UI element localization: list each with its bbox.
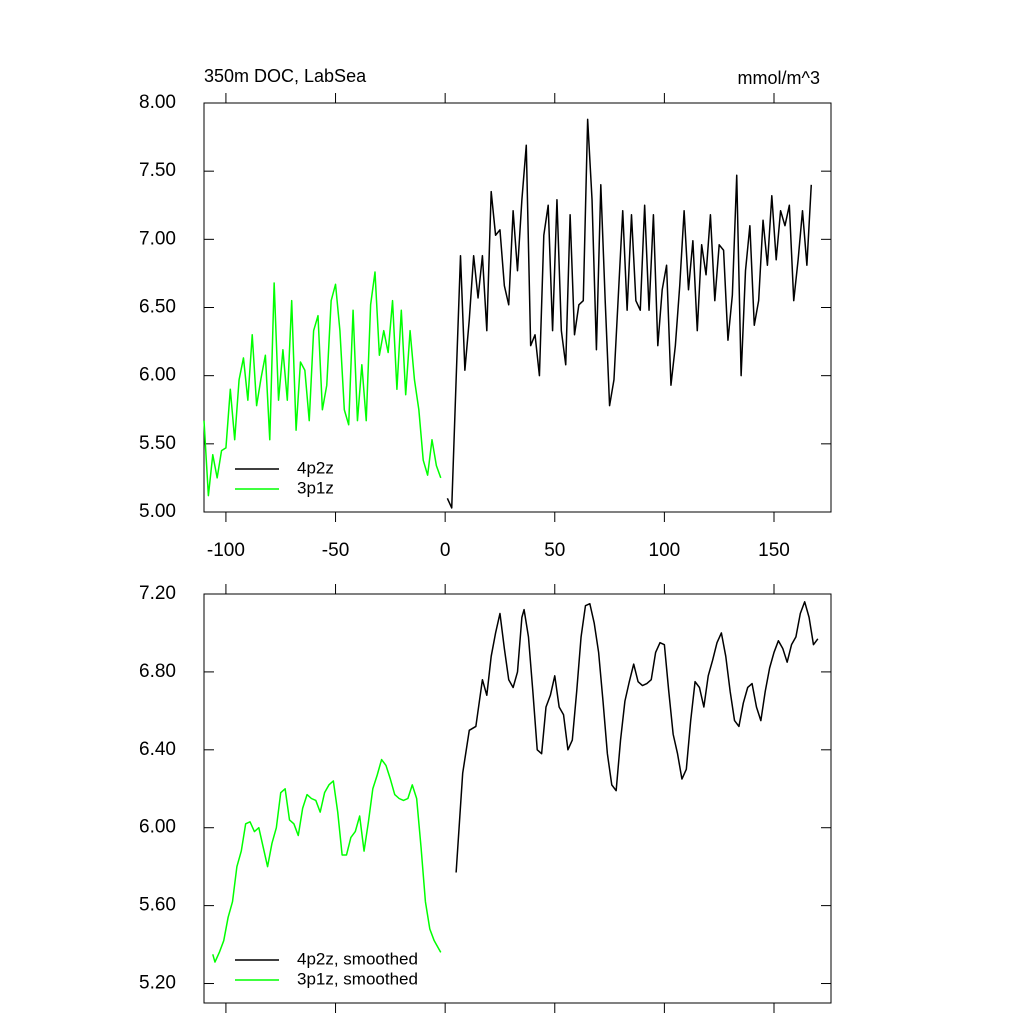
x-tick-label: -100 [207,540,245,561]
y-tick-label: 7.00 [139,228,176,249]
legend-label: 3p1z, smoothed [297,969,418,988]
x-tick-label: -50 [322,540,349,561]
y-tick-label: 5.50 [139,433,176,454]
legend-label: 4p2z, smoothed [297,949,418,968]
plot-frame [203,593,832,1004]
y-tick-label: 5.60 [139,895,176,916]
y-tick-label: 5.00 [139,501,176,522]
data-line [212,758,442,963]
y-tick-label: 7.20 [139,583,176,604]
data-line [203,271,442,497]
y-tick-label: 6.00 [139,817,176,838]
chart-title: 350m DOC, LabSea [204,66,367,86]
data-line [446,118,813,509]
x-tick-label: 150 [758,540,790,561]
chart-units: mmol/m^3 [738,68,820,88]
y-tick-label: 6.50 [139,297,176,318]
legend-label: 4p2z [297,458,334,477]
y-tick-label: 6.00 [139,365,176,386]
x-tick-label: 0 [440,540,451,561]
x-tick-label: 100 [649,540,681,561]
y-tick-label: 7.50 [139,160,176,181]
y-tick-label: 5.20 [139,973,176,994]
y-tick-label: 6.80 [139,661,176,682]
y-tick-label: 8.00 [139,92,176,113]
x-tick-label: 50 [544,540,565,561]
y-tick-label: 6.40 [139,739,176,760]
legend-label: 3p1z [297,478,334,497]
data-line [455,601,819,873]
